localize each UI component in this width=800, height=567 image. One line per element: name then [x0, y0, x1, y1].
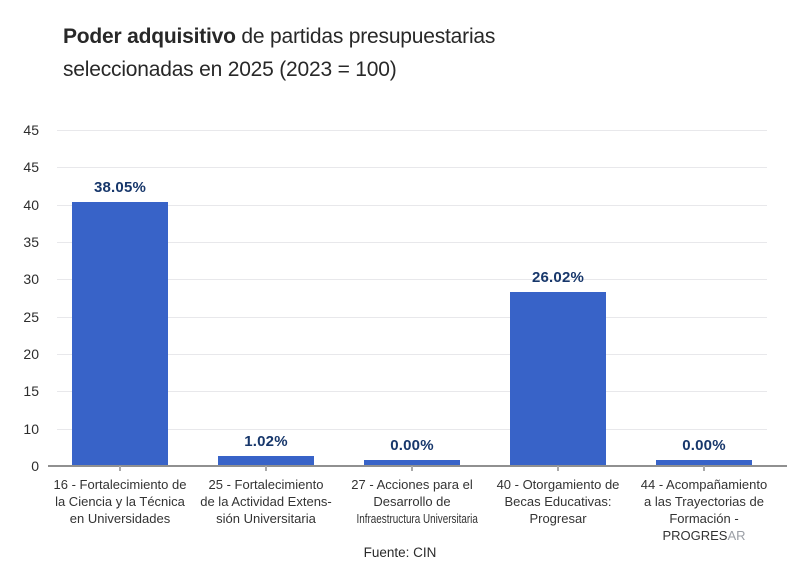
bar [656, 460, 752, 465]
category-label-line: a las Trayectorias de [644, 494, 764, 509]
bar-value-label: 26.02% [531, 269, 585, 286]
category-label-line: Infraestructura Universitaria [356, 511, 478, 526]
category-label: 40 - Otorgamiento de Becas Educativas: Pro… [485, 476, 631, 544]
category-label-faded-suffix: AR [727, 528, 746, 543]
bar-value-label: 0.00% [390, 437, 434, 454]
x-axis-line [48, 465, 787, 467]
gridline [57, 316, 767, 318]
category-label-line: sión Universitaria [216, 511, 316, 526]
category-label-line: Formación - PROGRESAR [662, 511, 746, 543]
category-label: 27 - Acciones para el Desarrollo de Infrae… [339, 476, 485, 544]
bar [510, 292, 606, 465]
y-tick-label: 25 [23, 308, 39, 325]
x-axis-labels: 16 - Fortalecimiento de la Ciencia y la T… [47, 476, 777, 544]
bar [72, 202, 168, 465]
chart-title-rest: de partidas presupuestarias [235, 25, 496, 48]
category-label-line: 27 - Acciones para el [351, 477, 473, 492]
x-axis-tick [265, 466, 267, 471]
bar-value-label: 38.05% [93, 179, 147, 196]
category-label: 16 - Fortalecimiento de la Ciencia y la T… [47, 476, 193, 544]
gridline [57, 279, 767, 281]
y-tick-label: 40 [23, 196, 39, 213]
y-tick-label: 0 [31, 458, 39, 474]
y-tick-label: 10 [23, 420, 39, 437]
category-label: 25 - Fortalecimiento de la Actividad Exte… [193, 476, 339, 544]
plot-area: 45 45 40 35 30 25 20 15 10 0 38.05% 1.02% 0.00% 26.02… [23, 122, 787, 474]
category-label-line: Progresar [529, 511, 587, 526]
chart-title: Poder adquisitivo de partidas presupuest… [63, 20, 495, 86]
gridline [57, 428, 767, 430]
category-label-line: Becas Educativas: [504, 494, 612, 509]
y-tick-label: 20 [23, 346, 39, 362]
category-label-line: de la Actividad Extens- [200, 494, 332, 509]
category-label-line: Desarrollo de [373, 494, 451, 509]
gridline [57, 204, 767, 206]
x-axis-tick [557, 466, 559, 471]
y-tick-label: 45 [23, 122, 39, 138]
gridline [57, 354, 767, 355]
bar [364, 460, 460, 465]
x-axis-tick [411, 466, 413, 471]
category-label-line: 16 - Fortalecimiento de [53, 477, 187, 492]
chart-title-bold: Poder adquisitivo [63, 25, 236, 48]
y-tick-label: 35 [23, 234, 39, 250]
category-label-line: 44 - Acompañamiento [640, 477, 768, 492]
y-tick-label: 30 [23, 271, 39, 288]
gridline [57, 391, 767, 393]
category-label-line: en Universidades [69, 511, 171, 526]
y-tick-label: 15 [23, 383, 39, 400]
source-note: Fuente: CIN [363, 545, 437, 560]
bar [218, 456, 314, 465]
category-label-line: 40 - Otorgamiento de [496, 477, 620, 492]
gridline [57, 242, 767, 243]
category-label-line: 25 - Fortalecimiento [208, 477, 324, 492]
y-tick-label: 45 [23, 159, 39, 176]
x-axis-tick [703, 466, 705, 471]
category-label-line: la Ciencia y la Técnica [55, 494, 185, 509]
category-label: 44 - Acompañamiento a las Trayectorias de… [631, 476, 777, 544]
x-axis-tick [119, 466, 121, 471]
chart-title-line2: seleccionadas en 2025 (2023 = 100) [63, 58, 397, 81]
bar-value-label: 0.00% [682, 437, 726, 454]
gridline [57, 167, 767, 169]
gridline [57, 130, 767, 131]
bar-value-label: 1.02% [244, 433, 288, 450]
